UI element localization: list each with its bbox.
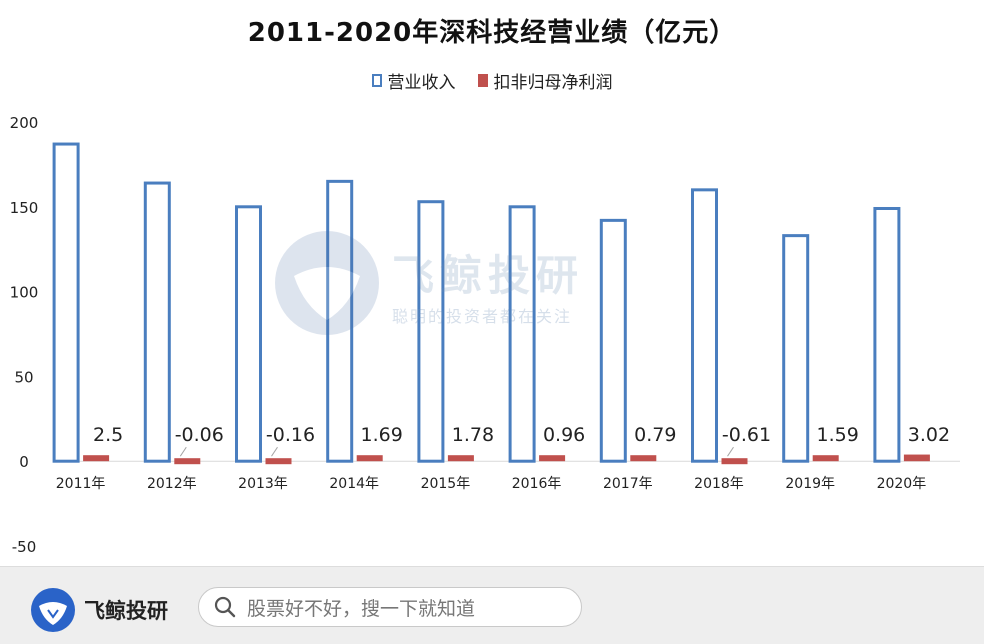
x-tick-label: 2015年	[421, 476, 471, 492]
data-label-profit: 2.5	[93, 424, 123, 446]
legend-label-revenue: 营业收入	[387, 73, 456, 93]
y-tick-label: 50	[14, 368, 33, 386]
legend-swatch-profit	[477, 74, 488, 87]
search-placeholder: 股票好不好，搜一下就知道	[247, 597, 476, 620]
y-tick-label: -50	[12, 538, 37, 556]
x-tick-label: 2012年	[147, 476, 197, 492]
legend-swatch-revenue	[371, 74, 382, 87]
data-label-profit: 3.02	[908, 424, 950, 446]
bar-revenue	[52, 142, 80, 463]
bar-revenue	[326, 179, 354, 463]
x-tick-label: 2013年	[238, 476, 288, 492]
x-tick-label: 2018年	[694, 476, 744, 492]
data-label-leader	[179, 446, 187, 457]
bar-revenue	[143, 181, 171, 463]
x-tick-label: 2019年	[785, 476, 835, 492]
bar-profit	[356, 455, 383, 462]
whale-logo-icon	[31, 588, 75, 632]
bar-profit	[83, 455, 110, 462]
bar-revenue	[691, 188, 718, 463]
bar-profit	[721, 458, 748, 465]
x-tick-label: 2020年	[877, 476, 927, 492]
x-tick-label: 2017年	[603, 476, 653, 492]
bar-profit	[265, 458, 292, 465]
bar-revenue	[508, 205, 536, 463]
bar-profit	[812, 455, 839, 462]
data-label-profit: -0.06	[175, 424, 224, 446]
x-tick-label: 2014年	[329, 476, 379, 492]
watermark-slogan: 聪明的投资者都在关注	[392, 307, 573, 326]
y-tick-label: 100	[10, 284, 39, 302]
x-tick-label: 2016年	[512, 476, 562, 492]
bar-revenue	[417, 200, 445, 463]
chart-legend: 营业收入 扣非归母净利润	[0, 68, 984, 93]
y-tick-label: 0	[19, 453, 29, 471]
bar-profit	[903, 454, 930, 462]
bar-revenue	[599, 218, 627, 463]
data-label-profit: -0.61	[722, 424, 771, 446]
data-label-leader	[271, 446, 278, 457]
watermark-name: 飞鲸投研	[392, 251, 585, 300]
data-label-leader	[727, 446, 734, 457]
chart-title: 2011-2020年深科技经营业绩（亿元）	[247, 18, 737, 48]
bar-profit	[630, 455, 657, 462]
data-label-profit: 1.78	[452, 424, 494, 446]
data-label-profit: 1.59	[817, 424, 859, 446]
data-label-profit: 0.79	[634, 424, 676, 446]
bar-profit	[539, 455, 566, 462]
footer-brand[interactable]: 飞鲸投研	[30, 587, 168, 633]
bar-revenue	[873, 206, 901, 463]
bar-profit	[174, 458, 201, 465]
legend-item-profit: 扣非归母净利润	[477, 68, 613, 93]
x-tick-label: 2011年	[56, 476, 106, 492]
search-input[interactable]: 股票好不好，搜一下就知道	[198, 587, 582, 627]
bar-revenue	[235, 205, 262, 463]
y-tick-label: 150	[10, 199, 39, 217]
data-label-profit: 1.69	[361, 424, 403, 446]
chart-plot: 200 150 100 50 0 -50 2.5 2011年 -0.06 2012年 -0.16 20…	[10, 114, 960, 556]
brand-name: 飞鲸投研	[84, 599, 168, 623]
y-tick-label: 200	[10, 114, 39, 132]
legend-label-profit: 扣非归母净利润	[493, 73, 613, 93]
data-label-profit: -0.16	[266, 424, 315, 446]
legend-item-revenue: 营业收入	[371, 68, 456, 93]
data-label-profit: 0.96	[543, 424, 585, 446]
bar-profit	[447, 455, 474, 462]
footer-bar: 飞鲸投研 股票好不好，搜一下就知道	[0, 566, 984, 644]
search-icon	[214, 596, 236, 618]
bar-revenue	[782, 234, 810, 463]
